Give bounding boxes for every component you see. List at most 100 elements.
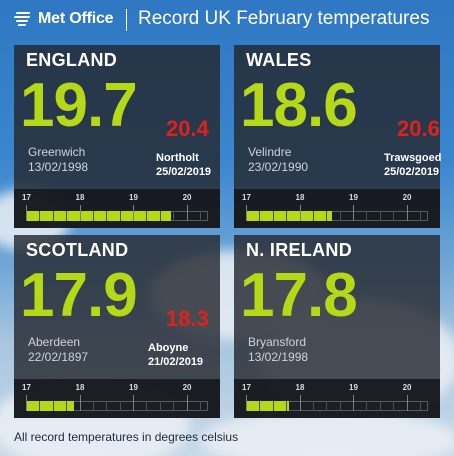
old-record-station: Velindre 23/02/1990 bbox=[248, 145, 308, 175]
record-bar bbox=[26, 401, 75, 411]
old-record-station: Greenwich 13/02/1998 bbox=[28, 145, 88, 175]
scale-minor-tick bbox=[52, 401, 54, 411]
scale-minor-tick bbox=[393, 211, 395, 221]
old-record-date: 13/02/1998 bbox=[28, 160, 89, 174]
scale-tick-label: 18 bbox=[295, 383, 305, 392]
page-title: Record UK February temperatures bbox=[138, 8, 430, 29]
scale-minor-tick bbox=[312, 211, 314, 221]
scale-minor-tick bbox=[326, 401, 328, 411]
scale-tick bbox=[353, 395, 355, 411]
scale-tick bbox=[79, 395, 81, 411]
panel-northern-ireland: N. IRELAND 17.8 Bryansford 13/02/1998 17… bbox=[234, 235, 440, 418]
scale-minor-tick bbox=[146, 401, 148, 411]
scale-minor-tick bbox=[259, 211, 261, 221]
scale-tick-label: 20 bbox=[182, 383, 192, 392]
scale-tick-label: 19 bbox=[349, 383, 358, 392]
panel-title: N. IRELAND bbox=[246, 240, 352, 260]
scale-minor-tick bbox=[286, 401, 288, 411]
scale-tick-label: 18 bbox=[75, 383, 85, 392]
old-record-value: 17.9 bbox=[20, 261, 138, 330]
scale-tick bbox=[26, 395, 27, 411]
scale-tick-label: 17 bbox=[242, 383, 251, 392]
scale-minor-tick bbox=[146, 211, 148, 221]
scale-minor-tick bbox=[173, 401, 175, 411]
scale-minor-tick bbox=[39, 401, 41, 411]
panel-scotland: SCOTLAND 17.9 18.3 Aberdeen 22/02/1897 A… bbox=[14, 235, 220, 418]
scale-tick-label: 17 bbox=[22, 383, 31, 392]
temperature-scale: 17 18 19 20 bbox=[14, 189, 220, 228]
new-record-value: 20.6 bbox=[397, 116, 440, 141]
scale-minor-tick bbox=[159, 401, 161, 411]
scale-minor-tick bbox=[366, 401, 368, 411]
scale-tick-label: 17 bbox=[22, 193, 31, 202]
scale-tick bbox=[353, 205, 355, 221]
scale-minor-tick bbox=[339, 211, 341, 221]
footnote: All record temperatures in degrees celsi… bbox=[14, 430, 239, 444]
scale-tick-label: 20 bbox=[182, 193, 192, 202]
record-bar bbox=[246, 401, 289, 411]
panel-england: ENGLAND 19.7 20.4 Greenwich 13/02/1998 N… bbox=[14, 45, 220, 228]
old-record-station: Bryansford 13/02/1998 bbox=[248, 335, 308, 365]
record-bar bbox=[246, 211, 332, 221]
new-record-location: Northolt bbox=[156, 152, 199, 164]
scale-minor-tick bbox=[312, 401, 314, 411]
panel-title: WALES bbox=[246, 50, 312, 70]
scale-tick-label: 19 bbox=[129, 193, 138, 202]
scale-minor-tick bbox=[272, 211, 274, 221]
scale-tick-label: 20 bbox=[402, 193, 412, 202]
scale-minor-tick bbox=[159, 211, 161, 221]
scale-minor-tick bbox=[326, 211, 328, 221]
scale-minor-tick bbox=[199, 211, 201, 221]
scale-tick bbox=[299, 395, 301, 411]
old-record-value: 17.8 bbox=[240, 261, 358, 330]
new-record-date: 25/02/2019 bbox=[384, 166, 440, 178]
new-record-value: 20.4 bbox=[166, 116, 209, 141]
new-record-location: Aboyne bbox=[148, 342, 189, 354]
scale-minor-tick bbox=[119, 211, 121, 221]
new-record-date: 25/02/2019 bbox=[156, 166, 212, 178]
scale-minor-tick bbox=[339, 401, 341, 411]
new-record-value: 18.3 bbox=[166, 306, 209, 331]
scale-minor-tick bbox=[66, 401, 68, 411]
scale-tick bbox=[186, 395, 188, 411]
scale-minor-tick bbox=[286, 211, 288, 221]
temperature-scale: 17 18 19 20 bbox=[14, 379, 220, 418]
scale-minor-tick bbox=[366, 211, 368, 221]
scale-minor-tick bbox=[106, 401, 108, 411]
scale-minor-tick bbox=[419, 401, 421, 411]
scale-minor-tick bbox=[393, 401, 395, 411]
scale-tick bbox=[406, 395, 408, 411]
scale-minor-tick bbox=[199, 401, 201, 411]
old-record-station: Aberdeen 22/02/1897 bbox=[28, 335, 88, 365]
met-office-logo-icon bbox=[13, 10, 34, 28]
scale-tick-label: 20 bbox=[402, 383, 412, 392]
panel-title: SCOTLAND bbox=[26, 240, 129, 260]
old-record-date: 22/02/1897 bbox=[28, 350, 89, 364]
header-divider bbox=[126, 9, 127, 31]
scale-tick-label: 18 bbox=[295, 193, 305, 202]
scale-tick bbox=[299, 205, 301, 221]
scale-minor-tick bbox=[92, 211, 94, 221]
old-record-location: Greenwich bbox=[28, 145, 86, 159]
old-record-value: 19.7 bbox=[20, 71, 138, 140]
scale-minor-tick bbox=[259, 401, 261, 411]
old-record-value: 18.6 bbox=[240, 71, 358, 140]
scale-tick bbox=[133, 205, 135, 221]
scale-minor-tick bbox=[379, 401, 381, 411]
old-record-location: Velindre bbox=[248, 145, 292, 159]
new-record-station: Aboyne 21/02/2019 bbox=[148, 341, 203, 369]
record-bar bbox=[26, 211, 171, 221]
scale-tick bbox=[246, 205, 247, 221]
scale-tick bbox=[26, 205, 27, 221]
logo-text: Met Office bbox=[38, 10, 114, 27]
old-record-date: 13/02/1998 bbox=[248, 350, 309, 364]
scale-minor-tick bbox=[92, 401, 94, 411]
temperature-scale: 17 18 19 20 bbox=[234, 379, 440, 418]
new-record-date: 21/02/2019 bbox=[148, 356, 204, 368]
scale-minor-tick bbox=[272, 401, 274, 411]
header: Met Office Record UK February temperatur… bbox=[0, 0, 454, 38]
scale-minor-tick bbox=[419, 211, 421, 221]
new-record-station: Northolt 25/02/2019 bbox=[156, 151, 211, 179]
scale-tick bbox=[406, 205, 408, 221]
old-record-date: 23/02/1990 bbox=[248, 160, 309, 174]
